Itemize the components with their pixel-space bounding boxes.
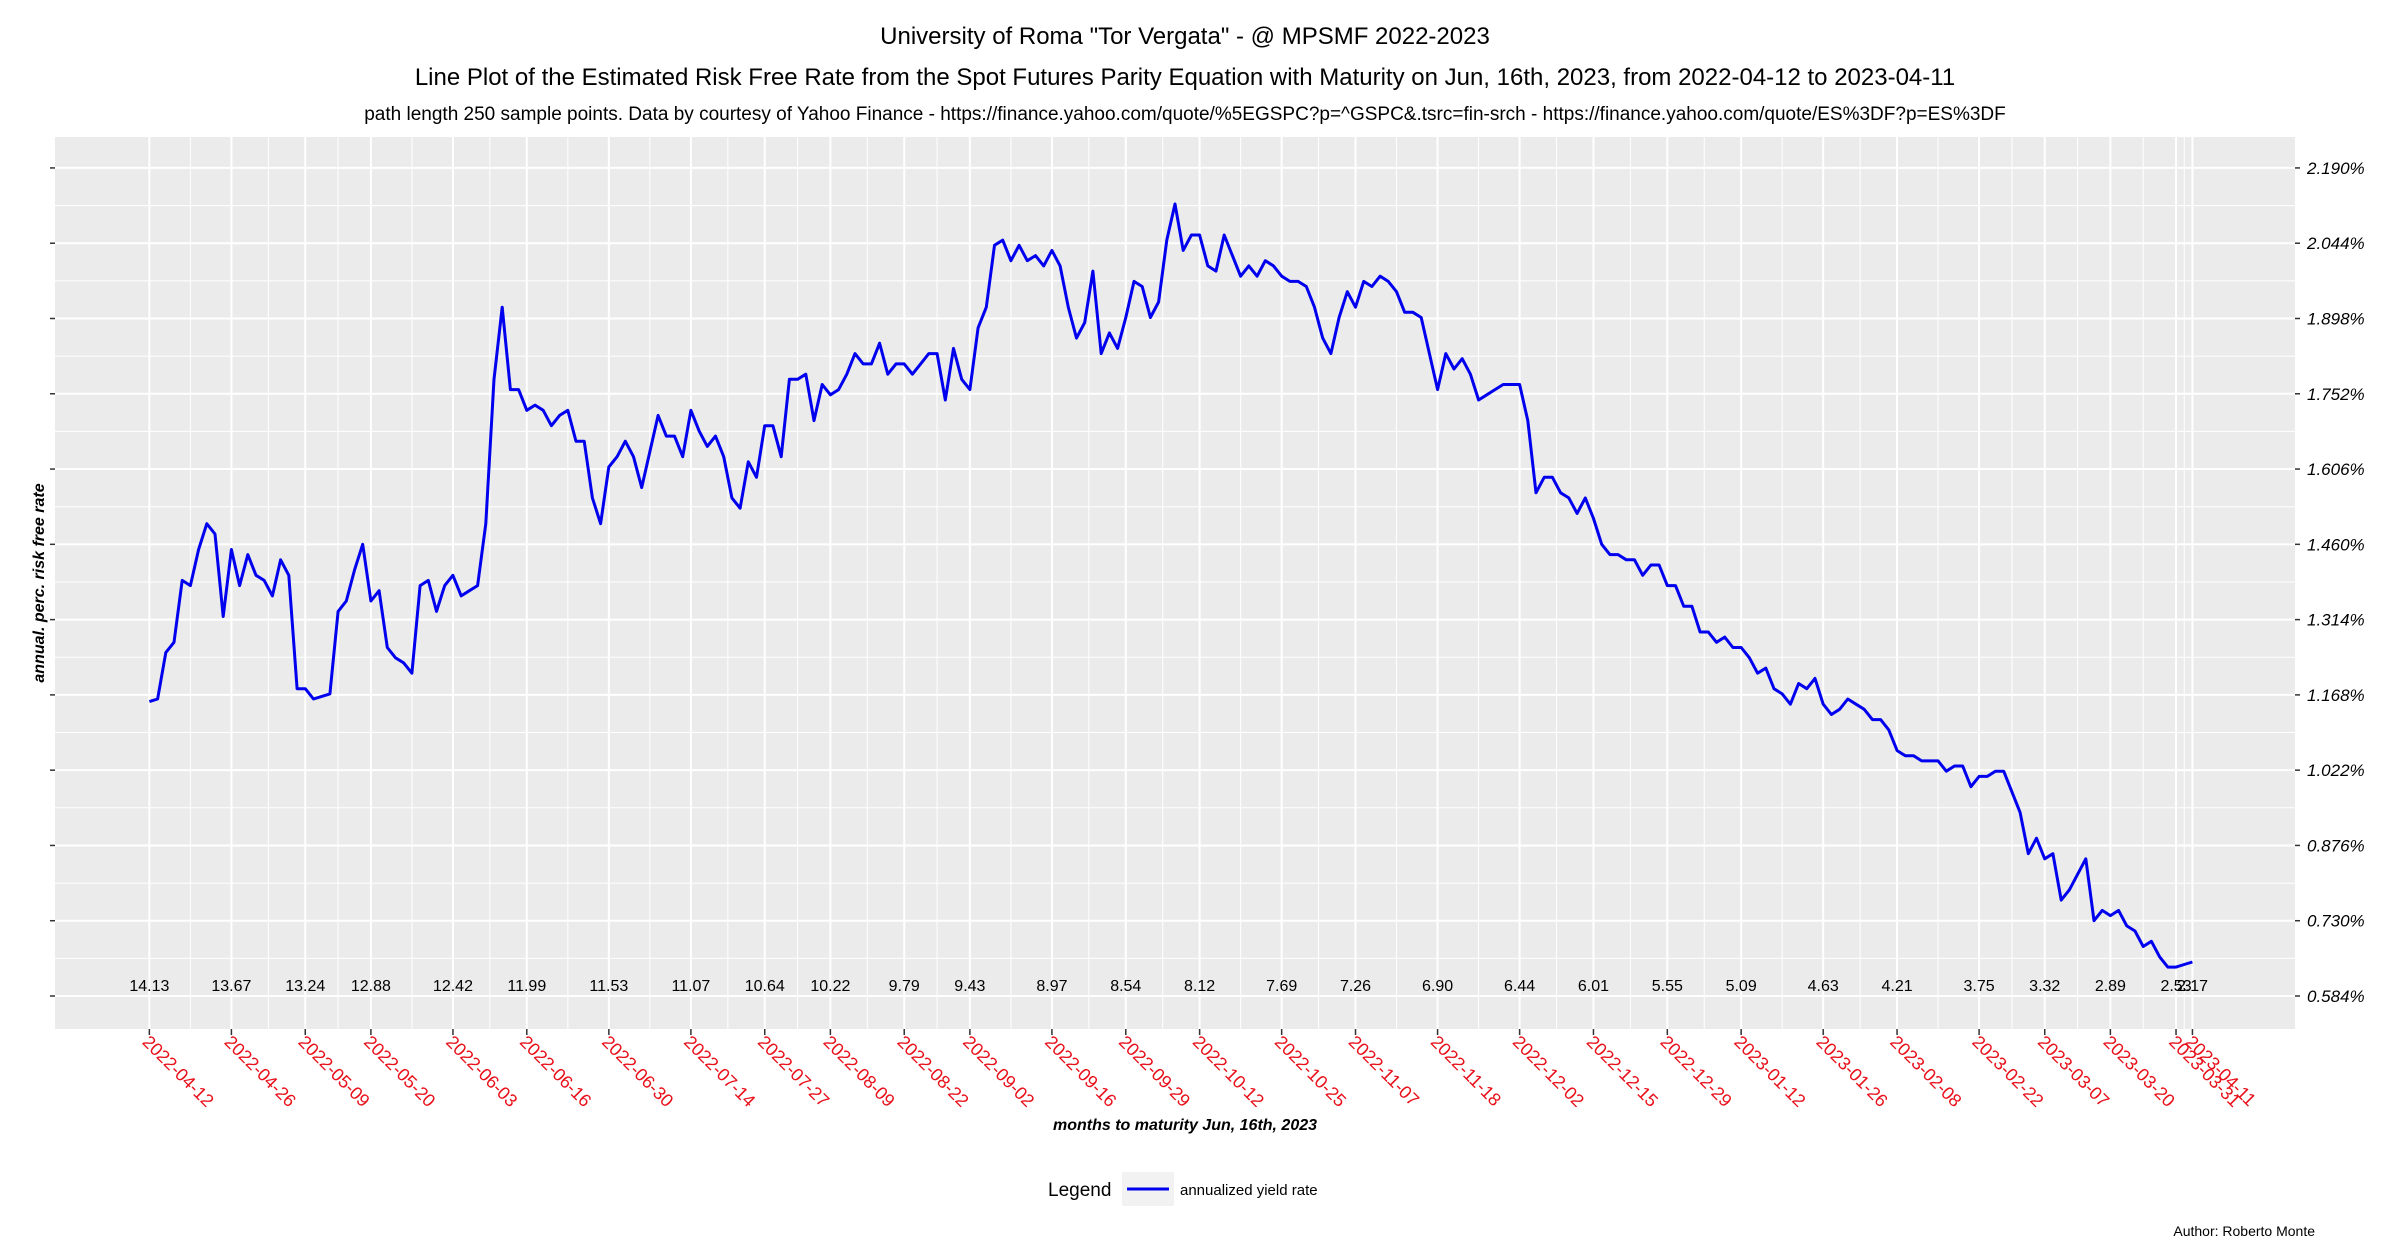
- month-label: 11.99: [507, 978, 546, 995]
- y-axis: 0.584% 0.730% 0.876% 1.022% 1.168% 1.314% 1.46…: [50, 159, 2365, 1006]
- x-date-label: 2022-06-16: [516, 1032, 595, 1111]
- y-tick-label: 1.460%: [2307, 535, 2365, 554]
- month-label: 12.42: [433, 978, 473, 995]
- plot-panel: [55, 137, 2295, 1029]
- x-date-label: 2022-09-02: [959, 1032, 1038, 1111]
- month-label: 2.89: [2095, 978, 2126, 995]
- month-label: 7.26: [1340, 978, 1371, 995]
- x-date-label: 2022-12-02: [1509, 1032, 1588, 1111]
- month-label: 4.63: [1808, 978, 1839, 995]
- month-label: 9.79: [889, 978, 920, 995]
- month-label: 8.54: [1110, 978, 1141, 995]
- month-label: 8.12: [1184, 978, 1215, 995]
- x-axis: 2022-04-12 2022-04-262022-05-092022-05-20…: [139, 1029, 2260, 1111]
- chart-subtitle: Line Plot of the Estimated Risk Free Rat…: [415, 64, 1955, 91]
- major-gridlines: [55, 137, 2295, 1029]
- month-label: 2.53: [2160, 978, 2191, 995]
- month-label: 14.13: [129, 978, 169, 995]
- month-label: 7.69: [1266, 978, 1297, 995]
- month-label: 5.55: [1652, 978, 1683, 995]
- month-label: 5.09: [1726, 978, 1757, 995]
- month-label: 6.01: [1578, 978, 1609, 995]
- x-date-label: 2022-08-09: [820, 1032, 899, 1111]
- y-tick-label: 1.314%: [2307, 611, 2365, 630]
- month-label: 12.88: [351, 978, 391, 995]
- month-label: 6.44: [1504, 978, 1535, 995]
- x-date-label: 2022-12-15: [1583, 1032, 1662, 1111]
- x-axis-title: months to maturity Jun, 16th, 2023: [1053, 1117, 1317, 1134]
- x-date-label: 2022-06-03: [442, 1032, 521, 1111]
- y-tick-label: 0.730%: [2307, 912, 2365, 931]
- y-tick-label: 0.584%: [2307, 987, 2365, 1006]
- y-tick-label: 1.898%: [2307, 309, 2365, 328]
- x-date-label: 2022-10-25: [1271, 1032, 1350, 1111]
- month-label: 10.22: [810, 978, 850, 995]
- month-label: 11.53: [589, 978, 628, 995]
- y-axis-title: annual. perc. risk free rate: [31, 483, 48, 682]
- x-date-label: 2022-11-07: [1345, 1032, 1423, 1110]
- month-label: 3.75: [1964, 978, 1995, 995]
- month-label: 10.64: [745, 978, 785, 995]
- x-date-label: 2022-12-29: [1656, 1032, 1735, 1111]
- month-label: 13.24: [285, 978, 325, 995]
- x-date-label: 2023-01-26: [1812, 1032, 1891, 1111]
- x-date-label: 2023-02-08: [1886, 1032, 1965, 1111]
- y-tick-label: 0.876%: [2307, 836, 2365, 855]
- author-credit: Author: Roberto Monte: [2173, 1223, 2315, 1239]
- x-date-label: 2022-04-26: [221, 1032, 300, 1111]
- y-tick-label: 1.168%: [2307, 686, 2365, 705]
- y-tick-label: 1.606%: [2307, 460, 2365, 479]
- y-tick-label: 2.044%: [2306, 234, 2365, 253]
- x-date-label: 2022-09-16: [1041, 1032, 1120, 1111]
- month-label: 11.07: [671, 978, 710, 995]
- x-date-label: 2022-10-12: [1189, 1032, 1268, 1111]
- x-date-label: 2022-06-30: [598, 1032, 677, 1111]
- series-line: [148, 202, 2193, 969]
- month-label: 8.97: [1036, 978, 1067, 995]
- x-date-label: 2022-09-29: [1115, 1032, 1194, 1111]
- x-date-label: 2022-04-12: [139, 1032, 218, 1111]
- x-date-label: 2022-05-20: [360, 1032, 439, 1111]
- month-label: 6.90: [1422, 978, 1453, 995]
- month-label: 3.32: [2029, 978, 2060, 995]
- x-date-label: 2023-01-12: [1730, 1032, 1809, 1111]
- series-group: [148, 202, 2193, 969]
- y-tick-label: 1.752%: [2307, 385, 2365, 404]
- y-tick-label: 2.190%: [2306, 159, 2365, 178]
- x-date-label: 2022-11-18: [1427, 1032, 1505, 1110]
- month-label: 13.67: [211, 978, 251, 995]
- chart-caption: path length 250 sample points. Data by c…: [364, 104, 2006, 125]
- month-label: 4.21: [1881, 978, 1912, 995]
- x-date-label: 2022-07-14: [680, 1032, 759, 1111]
- months-to-maturity-labels: 14.13 13.67 13.24 12.88 12.42 11.99 11.53 11.07…: [129, 978, 2208, 995]
- chart-title: University of Roma "Tor Vergata" - @ MPS…: [880, 23, 1490, 50]
- legend: Legend annualized yield rate: [1048, 1172, 1318, 1206]
- legend-entry-label: annualized yield rate: [1180, 1182, 1318, 1199]
- y-tick-label: 1.022%: [2307, 761, 2365, 780]
- month-label: 9.43: [954, 978, 985, 995]
- legend-title: Legend: [1048, 1180, 1111, 1201]
- month-label: 2.17: [2177, 978, 2208, 995]
